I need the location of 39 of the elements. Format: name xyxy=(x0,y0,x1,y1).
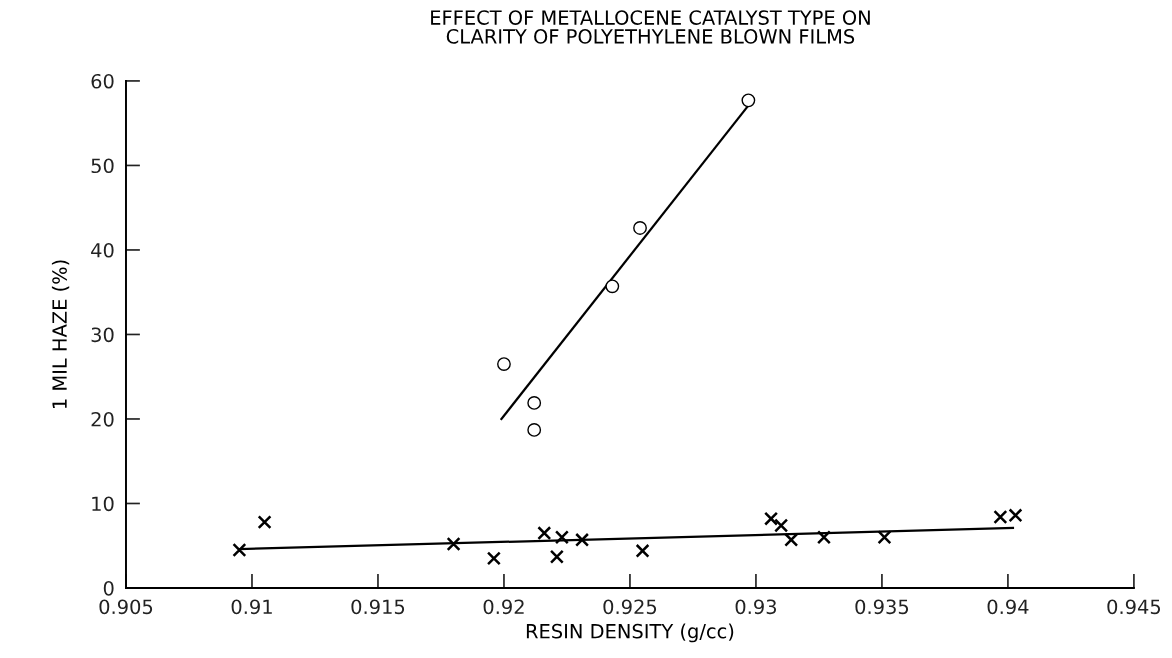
x-tick-label: 0.91 xyxy=(231,599,272,615)
y-tick-label: 30 xyxy=(91,327,114,343)
point xyxy=(232,542,247,558)
y-axis-title: 1 MIL HAZE (%) xyxy=(51,260,70,409)
y-tick-label: 50 xyxy=(91,158,114,174)
point xyxy=(816,530,832,545)
point xyxy=(257,515,272,530)
x-tick-label: 0.945 xyxy=(1107,599,1161,615)
point xyxy=(741,93,756,108)
point xyxy=(575,532,590,547)
x-tick-label: 0.915 xyxy=(351,599,405,615)
point xyxy=(877,530,892,545)
y-tick-label: 60 xyxy=(91,73,114,89)
point xyxy=(633,221,647,235)
point xyxy=(549,549,564,564)
y-tick-label: 40 xyxy=(91,242,114,258)
x-tick-label: 0.92 xyxy=(483,599,524,615)
point xyxy=(527,423,542,437)
point xyxy=(635,543,650,558)
point xyxy=(537,526,552,541)
x-tick-label: 0.935 xyxy=(855,599,909,615)
point xyxy=(605,279,620,294)
x-axis-title: RESIN DENSITY (g/cc) xyxy=(526,623,734,643)
chart-title: EFFECT OF METALLOCENE CATALYST TYPE ON CLARITY OF POLYETHYLENE BLOWN FILMS xyxy=(431,10,870,44)
y-tick-label: 0 xyxy=(103,580,114,596)
point xyxy=(486,551,501,566)
y-tick-label: 20 xyxy=(91,411,114,427)
x-tick-label: 0.93 xyxy=(735,599,777,615)
x-tick-label: 0.94 xyxy=(987,599,1029,615)
point xyxy=(784,532,799,547)
point xyxy=(497,357,511,371)
x-tick-label: 0.905 xyxy=(99,599,153,615)
point xyxy=(554,530,569,545)
point xyxy=(774,518,789,533)
point xyxy=(764,511,779,526)
y-tick-label: 10 xyxy=(92,496,114,512)
x-tick-label: 0.925 xyxy=(603,599,657,615)
point xyxy=(446,536,461,552)
point xyxy=(527,396,542,410)
